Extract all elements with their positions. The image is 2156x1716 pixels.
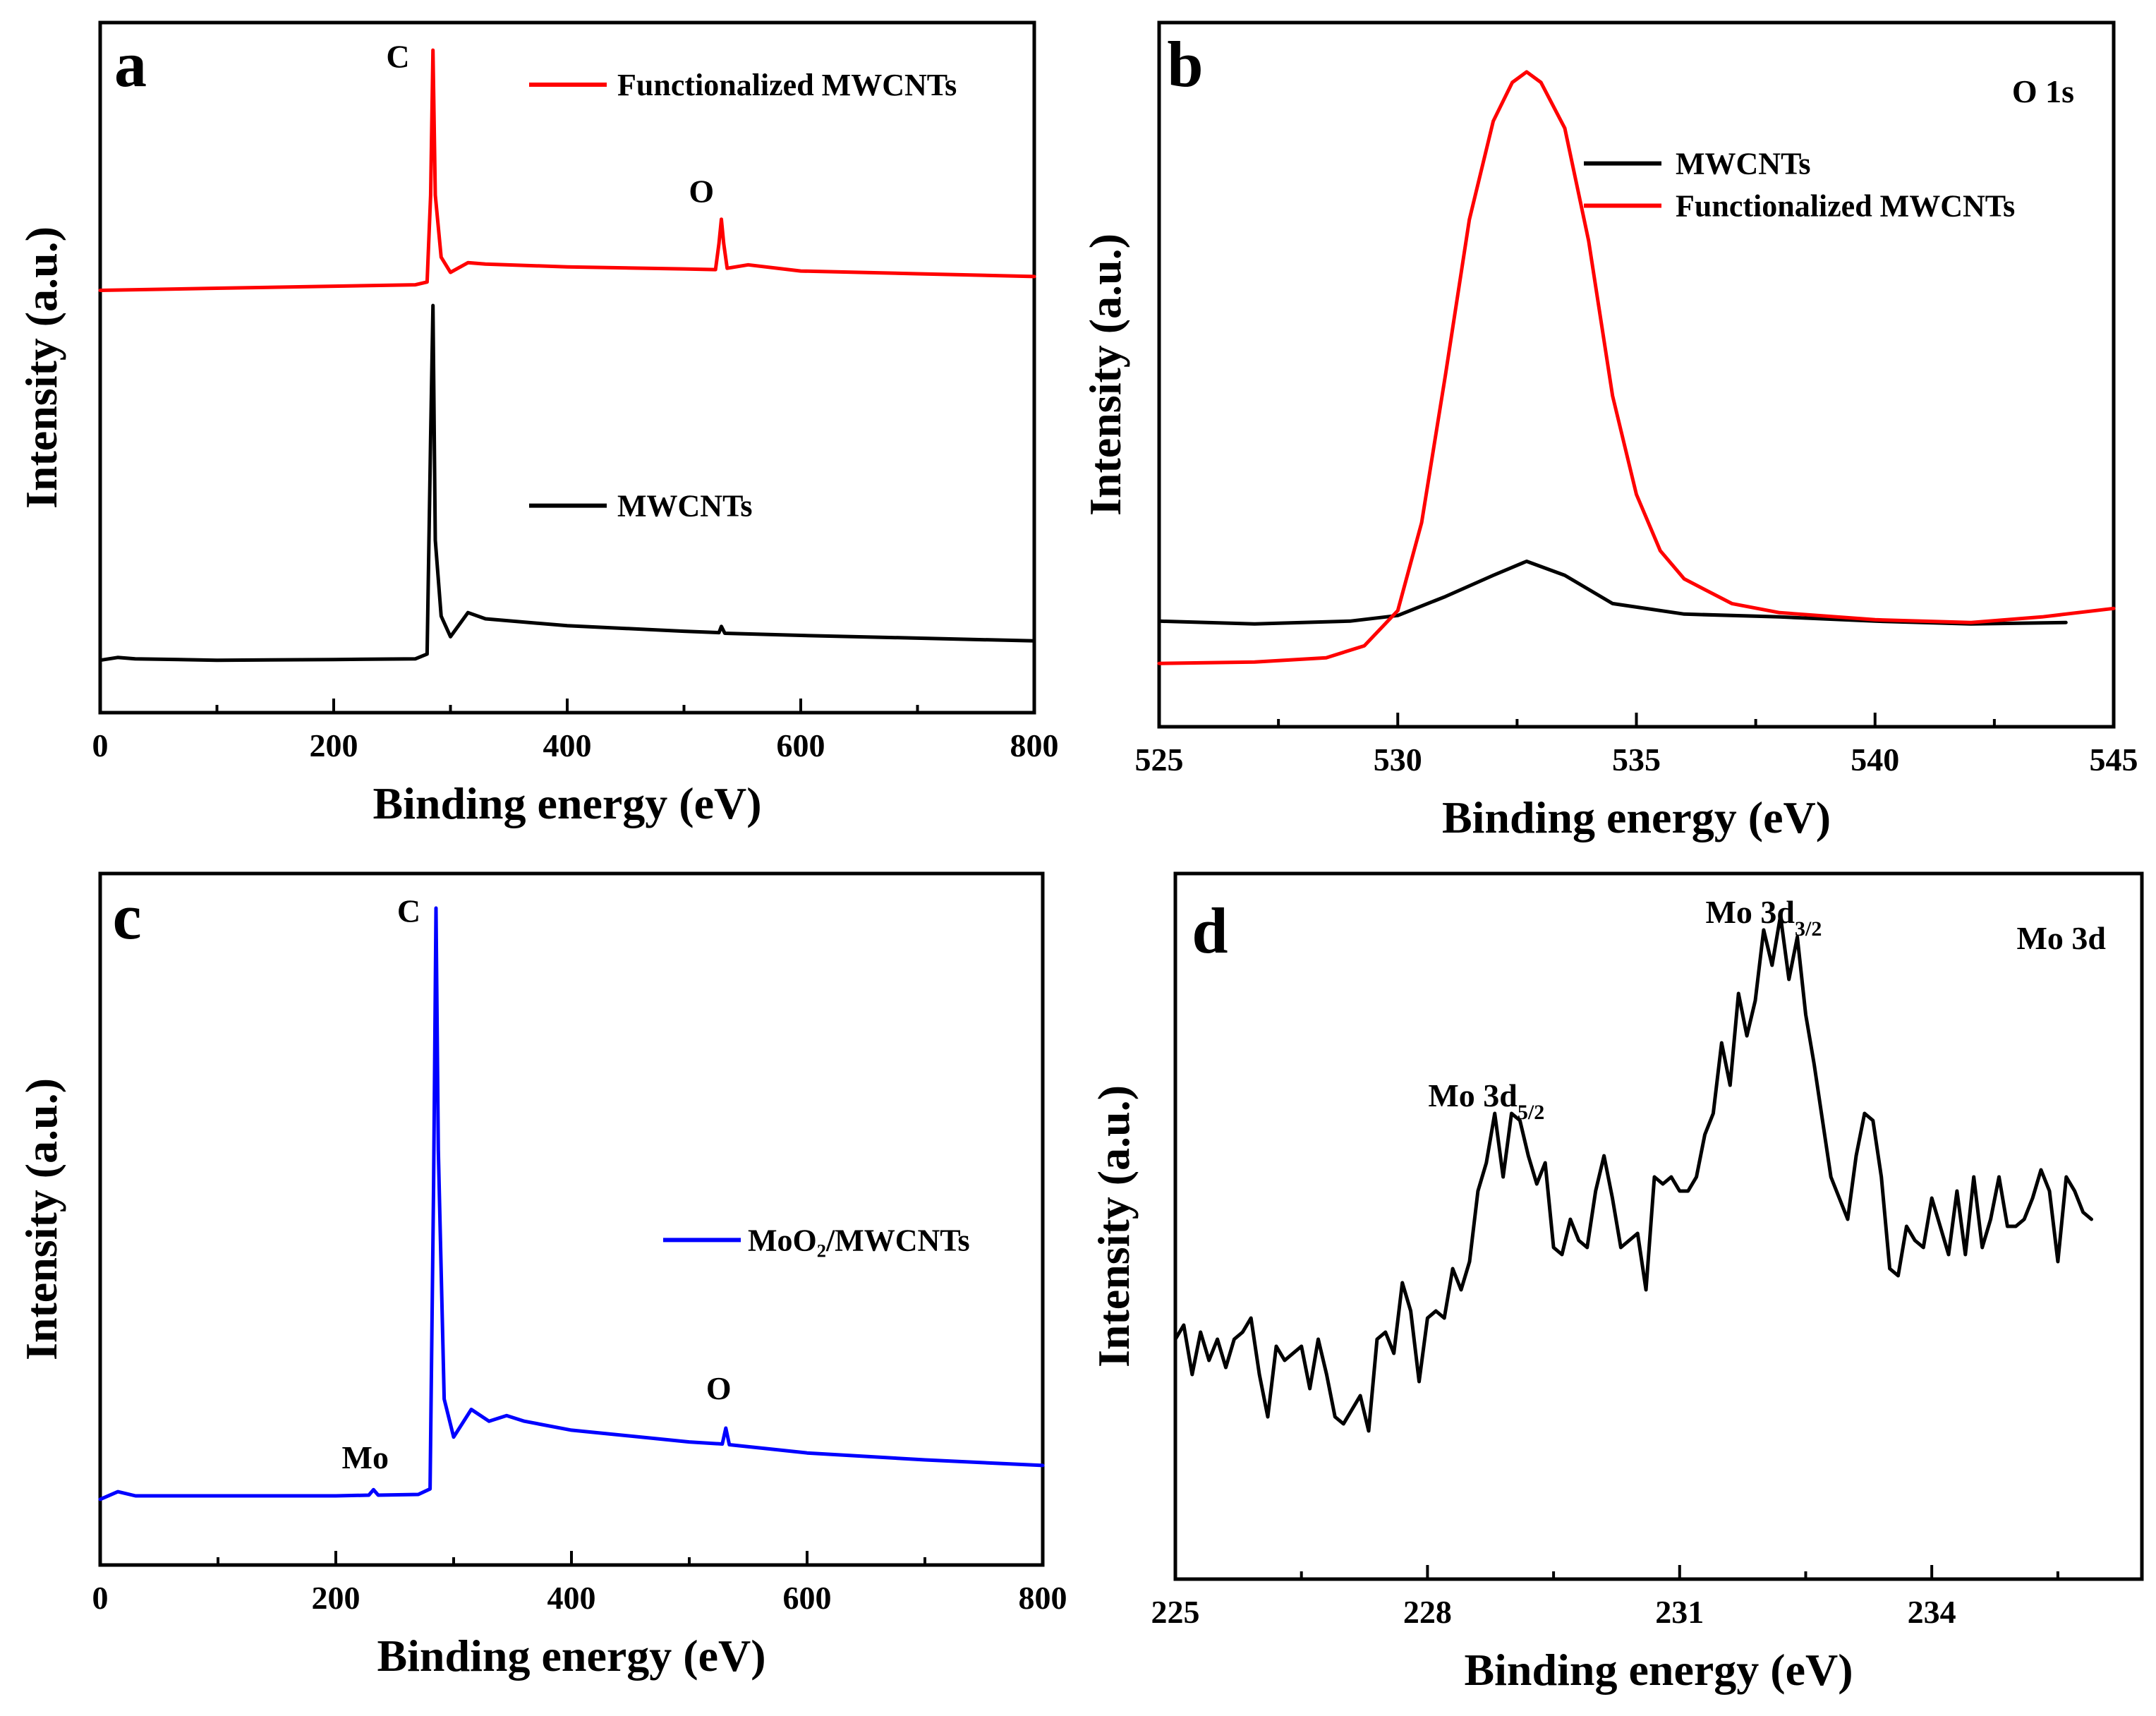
x-tick-label: 600 [777, 727, 825, 763]
series-line-functionalized-mwcnts [1157, 70, 2116, 665]
plot-frame [98, 871, 1045, 1567]
legend-label: Functionalized MWCNTs [1676, 188, 2015, 223]
y-axis-title: Intensity (a.u.) [16, 1078, 66, 1360]
x-axis-title: Binding energy (eV) [373, 778, 761, 828]
peak-annotation-text: Mo [342, 1439, 389, 1475]
x-tick-label: 530 [1374, 742, 1422, 778]
peak-annotation: Mo 3d5/2 [1428, 1077, 1544, 1124]
peak-annotation-text: C [386, 39, 409, 75]
plot-frame [1173, 871, 2144, 1581]
x-tick-label: 525 [1135, 742, 1184, 778]
x-tick-label: 540 [1851, 742, 1899, 778]
x-tick-label: 231 [1655, 1594, 1704, 1630]
panel-letter: d [1192, 895, 1228, 967]
panel-b: 525 530 535 540 545 Binding energy (eV) Intens… [1080, 20, 2138, 842]
x-tick-label: 234 [1908, 1594, 1956, 1630]
x-tick-label: 228 [1403, 1594, 1452, 1630]
peak-annotation: O [706, 1370, 732, 1406]
x-axis-title: Binding energy (eV) [377, 1631, 765, 1681]
panel-a: 0 200 400 600 800 Binding energy (eV) Intensit… [16, 20, 1059, 828]
x-tick-label: 800 [1010, 727, 1059, 763]
x-tick-label: 600 [783, 1580, 832, 1616]
x-tick-label: 200 [312, 1580, 361, 1616]
peak-annotation: O [689, 173, 714, 209]
legend-label: MWCNTs [617, 489, 753, 524]
plot-frame [98, 20, 1036, 715]
peak-annotation-subscript: 3/2 [1795, 917, 1822, 941]
x-tick-label: 545 [2090, 742, 2138, 778]
series-line-functionalized-mwcnts [98, 48, 1036, 292]
x-tick-label: 225 [1151, 1594, 1200, 1630]
x-axis-title: Binding energy (eV) [1442, 792, 1831, 842]
series-line-mo-3d [1173, 914, 2093, 1433]
x-tick-label: 0 [92, 727, 109, 763]
peak-annotation-text: Mo 3d [1705, 894, 1795, 930]
peak-annotation: Mo 3d3/2 [1705, 894, 1822, 941]
peak-annotation-text: O [706, 1370, 732, 1406]
peak-annotation-text: Mo 3d [1428, 1077, 1518, 1113]
panel-letter: a [114, 28, 147, 100]
x-tick-label: 535 [1612, 742, 1661, 778]
peak-annotation: C [386, 39, 409, 75]
y-axis-title: Intensity (a.u.) [1089, 1085, 1139, 1367]
panel-d: 225 228 231 234 Binding energy (eV) Intensity… [1089, 871, 2144, 1695]
y-axis-title: Intensity (a.u.) [16, 226, 66, 509]
peak-annotation-text: C [397, 893, 420, 929]
panel-title: Mo 3d [2017, 920, 2107, 956]
peak-annotation-subscript: 5/2 [1518, 1101, 1544, 1124]
peak-annotation-text: O [689, 173, 714, 209]
series-line-moo2-mwcnts [98, 906, 1045, 1502]
x-tick-label: 400 [543, 727, 592, 763]
x-tick-label: 200 [310, 727, 358, 763]
panel-letter: b [1167, 28, 1203, 100]
panel-letter: c [113, 881, 142, 953]
legend-label: MoO₂/MWCNTs [748, 1223, 970, 1257]
x-axis-title: Binding energy (eV) [1464, 1645, 1853, 1695]
y-axis-title: Intensity (a.u.) [1080, 234, 1130, 516]
peak-annotation: Mo [342, 1439, 389, 1475]
series-line-mwcnts [1157, 560, 2068, 626]
legend-label: Functionalized MWCNTs [617, 68, 957, 102]
panel-title: O 1s [2012, 73, 2074, 109]
x-tick-label: 800 [1019, 1580, 1067, 1616]
peak-annotation: C [397, 893, 420, 929]
x-tick-label: 0 [92, 1580, 109, 1616]
panel-c: 0 200 400 600 800 Binding energy (eV) Intensit… [16, 871, 1067, 1681]
series-line-mwcnts [98, 303, 1036, 663]
legend-label: MWCNTs [1676, 147, 1811, 181]
x-tick-label: 400 [547, 1580, 596, 1616]
